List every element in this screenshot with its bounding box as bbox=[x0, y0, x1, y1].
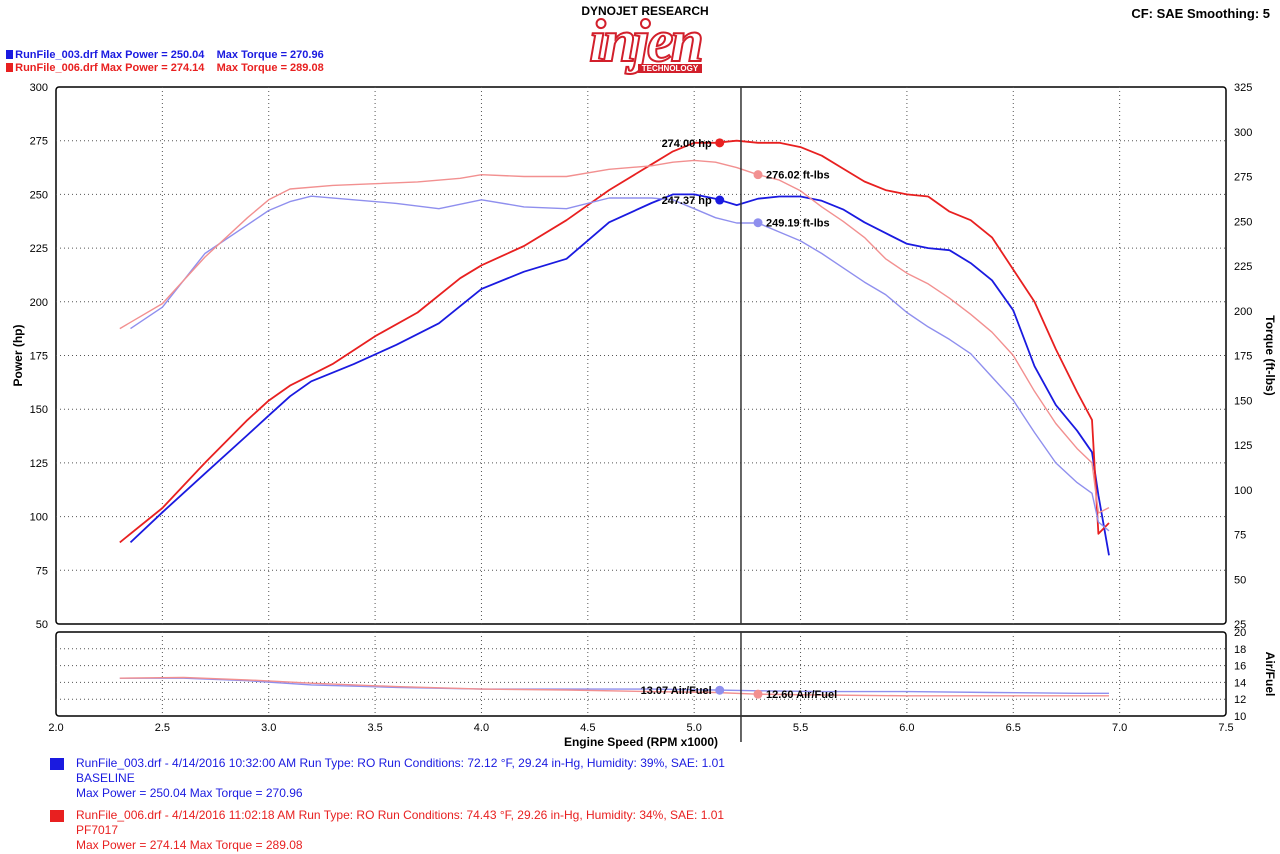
run-info-006: RunFile_006.drf - 4/14/2016 11:02:18 AM … bbox=[50, 808, 725, 853]
y2-tick-label: 125 bbox=[1234, 440, 1252, 452]
settings-label: CF: SAE Smoothing: 5 bbox=[1131, 6, 1270, 21]
data-marker bbox=[715, 195, 725, 205]
y-tick-label: 50 bbox=[36, 619, 48, 631]
x-tick-label: 5.5 bbox=[793, 722, 808, 734]
run-details: RunFile_006.drf - 4/14/2016 11:02:18 AM … bbox=[76, 808, 725, 822]
marker-label: 12.60 Air/Fuel bbox=[766, 689, 837, 701]
data-marker bbox=[715, 685, 725, 695]
data-marker bbox=[715, 138, 725, 148]
y2-tick-label: 275 bbox=[1234, 172, 1252, 184]
x-tick-label: 6.5 bbox=[1006, 722, 1021, 734]
run-swatch bbox=[50, 758, 64, 770]
run-name: PF7017 bbox=[76, 823, 119, 837]
af-axis-title: Air/Fuel bbox=[1263, 652, 1277, 697]
run-details: RunFile_003.drf - 4/14/2016 10:32:00 AM … bbox=[76, 756, 725, 770]
logo-wordmark: injen bbox=[588, 8, 705, 74]
x-tick-label: 2.5 bbox=[155, 722, 170, 734]
logo-subtitle: TECHNOLOGY bbox=[637, 64, 703, 73]
y-tick-label: 300 bbox=[30, 82, 48, 94]
legend-file: RunFile_006.drf bbox=[15, 62, 98, 74]
af-tick-label: 18 bbox=[1234, 644, 1246, 656]
legend-swatch bbox=[6, 63, 14, 72]
y2-tick-label: 300 bbox=[1234, 127, 1252, 139]
data-marker bbox=[753, 689, 763, 699]
x-tick-label: 2.0 bbox=[48, 722, 63, 734]
legend-torque: Max Torque = 270.96 bbox=[216, 49, 324, 61]
x-tick-label: 7.5 bbox=[1218, 722, 1233, 734]
y2-tick-label: 200 bbox=[1234, 306, 1252, 318]
y-tick-label: 125 bbox=[30, 458, 48, 470]
marker-label: 274.00 hp bbox=[662, 138, 712, 150]
af-tick-label: 16 bbox=[1234, 661, 1246, 673]
y-tick-label: 100 bbox=[30, 512, 48, 524]
series-air-fuel-runfile006drf bbox=[119, 676, 1109, 697]
series-power-runfile006drf bbox=[119, 139, 1110, 544]
y-tick-label: 150 bbox=[30, 404, 48, 416]
legend-torque: Max Torque = 289.08 bbox=[216, 62, 324, 74]
af-tick-label: 10 bbox=[1234, 711, 1246, 723]
y2-tick-label: 175 bbox=[1234, 351, 1252, 363]
legend-power: Max Power = 250.04 bbox=[100, 49, 205, 61]
legend-run-006: RunFile_006.drf Max Power = 274.14 Max T… bbox=[0, 50, 324, 74]
dyno-chart: 50 75 100 125 150 175 200 225 250 275 300 25 50 75 100… bbox=[11, 82, 1277, 749]
x-tick-label: 7.0 bbox=[1112, 722, 1127, 734]
y-axis-title: Power (hp) bbox=[11, 324, 25, 386]
run-max: Max Power = 274.14 Max Torque = 289.08 bbox=[76, 838, 303, 852]
y2-tick-label: 150 bbox=[1234, 395, 1252, 407]
series-torque-runfile006drf bbox=[119, 159, 1110, 514]
series-torque-runfile003drf bbox=[130, 195, 1110, 532]
marker-label: 276.02 ft-lbs bbox=[766, 170, 830, 182]
y2-tick-label: 50 bbox=[1234, 574, 1246, 586]
x-tick-label: 6.0 bbox=[899, 722, 914, 734]
data-marker bbox=[753, 218, 763, 228]
marker-label: 13.07 Air/Fuel bbox=[641, 685, 712, 697]
y-tick-label: 200 bbox=[30, 297, 48, 309]
y2-tick-label: 325 bbox=[1234, 82, 1252, 94]
af-tick-label: 20 bbox=[1234, 627, 1246, 639]
y-tick-label: 175 bbox=[30, 351, 48, 363]
series-air-fuel-runfile003drf bbox=[119, 677, 1109, 694]
af-plot-frame bbox=[55, 631, 1227, 717]
y2-tick-label: 100 bbox=[1234, 485, 1252, 497]
legend-file: RunFile_003.drf bbox=[15, 49, 98, 61]
run-max: Max Power = 250.04 Max Torque = 270.96 bbox=[76, 786, 303, 800]
data-marker bbox=[753, 170, 763, 180]
legend-swatch bbox=[6, 50, 14, 59]
marker-label: 247.37 hp bbox=[662, 195, 712, 207]
x-tick-label: 5.0 bbox=[687, 722, 702, 734]
brand-name: DYNOJET RESEARCH bbox=[581, 4, 709, 18]
run-swatch bbox=[50, 810, 64, 822]
y2-tick-label: 75 bbox=[1234, 530, 1246, 542]
y-tick-label: 250 bbox=[30, 189, 48, 201]
x-axis-title: Engine Speed (RPM x1000) bbox=[564, 735, 718, 749]
af-tick-label: 14 bbox=[1234, 677, 1246, 689]
y2-tick-label: 225 bbox=[1234, 261, 1252, 273]
y-tick-label: 275 bbox=[30, 136, 48, 148]
x-tick-label: 3.5 bbox=[367, 722, 382, 734]
x-tick-label: 4.0 bbox=[474, 722, 489, 734]
run-name: BASELINE bbox=[76, 771, 135, 785]
legend-power: Max Power = 274.14 bbox=[100, 62, 205, 74]
af-tick-label: 12 bbox=[1234, 694, 1246, 706]
y-tick-label: 75 bbox=[36, 565, 48, 577]
x-tick-label: 4.5 bbox=[580, 722, 595, 734]
series-power-runfile003drf bbox=[129, 193, 1110, 556]
marker-label: 249.19 ft-lbs bbox=[766, 218, 830, 230]
y2-tick-label: 250 bbox=[1234, 216, 1252, 228]
y2-tick-label: 25 bbox=[1234, 619, 1246, 631]
y-tick-label: 225 bbox=[30, 243, 48, 255]
legend-run-003: RunFile_003.drf Max Power = 250.04 Max T… bbox=[0, 37, 324, 61]
run-info-003: RunFile_003.drf - 4/14/2016 10:32:00 AM … bbox=[50, 756, 725, 801]
x-tick-label: 3.0 bbox=[261, 722, 276, 734]
y2-axis-title: Torque (ft-lbs) bbox=[1263, 315, 1277, 395]
logo: DYNOJET RESEARCH injen TECHNOLOGY bbox=[560, 4, 730, 82]
